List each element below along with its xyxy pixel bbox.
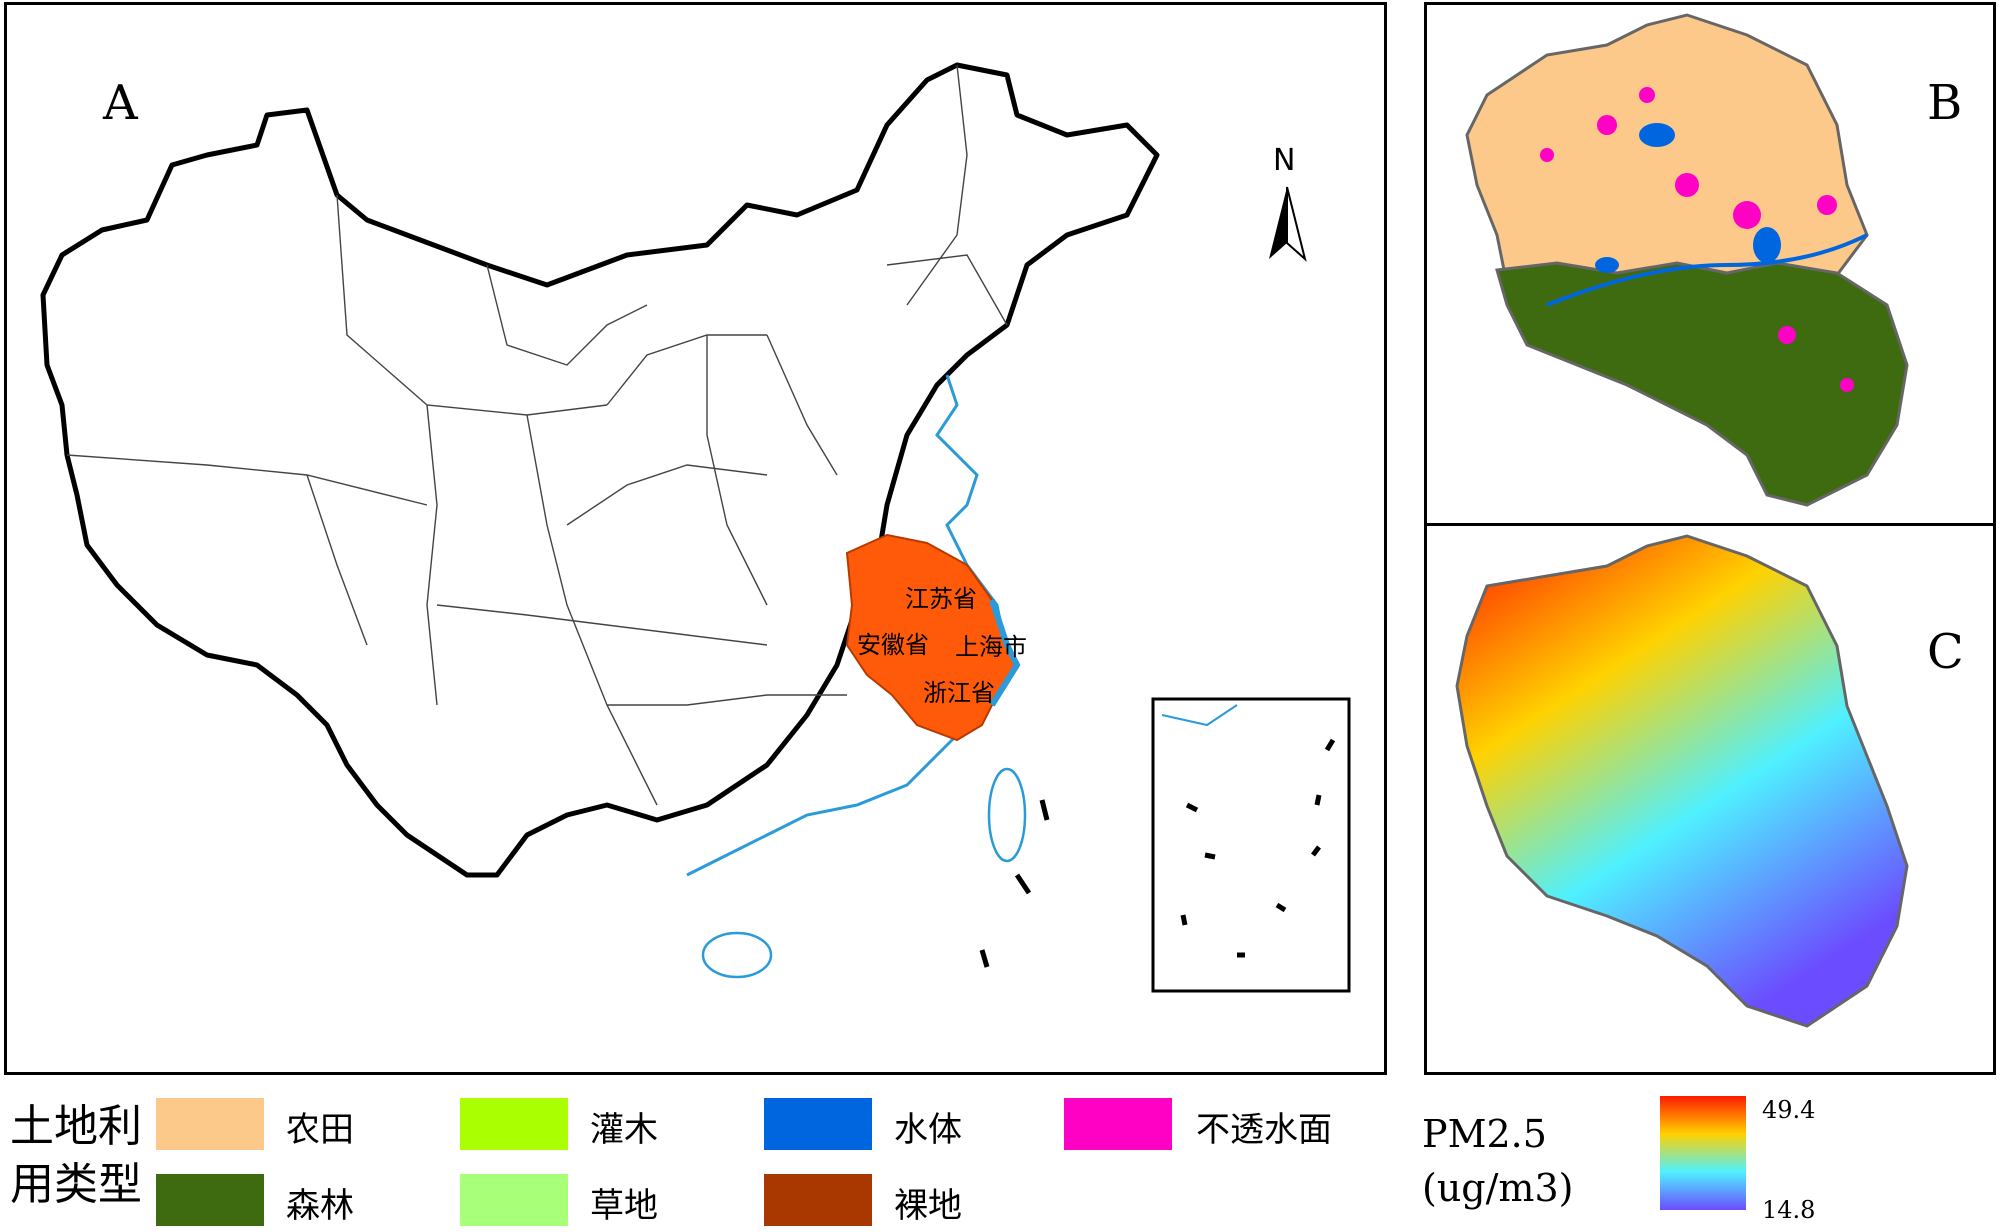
china-outline (40, 62, 1160, 878)
north-arrow-icon (1269, 187, 1287, 259)
study-area-region (845, 533, 1019, 742)
legend-label-shrub: 灌木 (590, 1110, 658, 1150)
legend-label-forest: 森林 (286, 1186, 354, 1226)
province-boundaries (66, 64, 1008, 806)
label-shanghai: 上海市 (955, 633, 1027, 661)
panel-label-a: A (103, 75, 138, 131)
panel-b-land-use-map: B (1424, 2, 1996, 526)
legend-label-water: 水体 (894, 1110, 962, 1150)
legend-label-grassland: 草地 (590, 1186, 658, 1226)
legend-swatch-shrub (460, 1098, 568, 1150)
pm25-legend-title: PM2.5 (1422, 1112, 1547, 1156)
land-use-map-svg (1465, 13, 1909, 507)
taiwan-island (987, 767, 1027, 863)
land-use-farmland-area (1465, 13, 1869, 288)
south-china-sea-inset (1151, 697, 1351, 993)
label-zhejiang: 浙江省 (923, 679, 995, 707)
pm25-legend-unit: (ug/m3) (1422, 1166, 1574, 1210)
panel-label-c: C (1927, 624, 1964, 680)
label-anhui: 安徽省 (857, 631, 929, 659)
legend-swatch-bare-land (764, 1174, 872, 1226)
land-use-legend-title: 土地利用类型 (10, 1101, 142, 1210)
panel-c-pm25-map: C (1424, 523, 1996, 1075)
hainan-island (701, 931, 773, 979)
legend-label-farmland: 农田 (286, 1110, 354, 1150)
pm25-map-svg (1455, 534, 1909, 1028)
legend-swatch-farmland (156, 1098, 264, 1150)
pm25-color-ramp (1660, 1096, 1746, 1210)
label-jiangsu: 江苏省 (905, 585, 977, 613)
pm25-surface (1455, 534, 1909, 1028)
panel-label-b: B (1927, 75, 1963, 131)
legend-label-impervious: 不透水面 (1196, 1110, 1332, 1150)
north-label: N (1273, 143, 1296, 178)
china-map-svg (40, 62, 1351, 993)
legend-swatch-impervious (1064, 1098, 1172, 1150)
legend-swatch-forest (156, 1174, 264, 1226)
nine-dash-line (979, 738, 1336, 968)
legend-swatch-grassland (460, 1174, 568, 1226)
water-bodies (1546, 123, 1868, 307)
panel-a-china-map: A N 江苏省 安徽省 上海市 浙江省 (4, 2, 1387, 1075)
pm25-min-label: 14.8 (1762, 1196, 1816, 1224)
pm25-max-label: 49.4 (1762, 1096, 1816, 1124)
impervious-patches (1540, 87, 1854, 392)
study-area-coast (989, 599, 1021, 707)
legend-label-bare-land: 裸地 (894, 1186, 962, 1226)
legend-swatch-water (764, 1098, 872, 1150)
